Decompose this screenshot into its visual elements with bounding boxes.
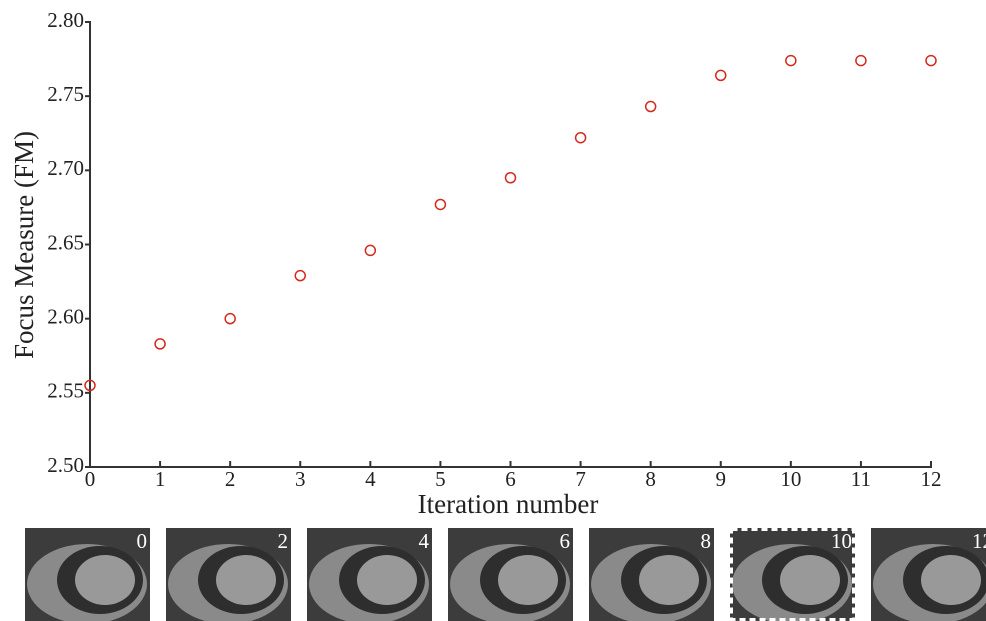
y-tick-label: 2.55 bbox=[47, 379, 84, 403]
thumbnail-inner bbox=[498, 555, 558, 605]
x-tick-label: 6 bbox=[505, 467, 516, 491]
point bbox=[504, 172, 517, 184]
x-tick-label: 12 bbox=[921, 467, 942, 491]
x-axis-label: Iteration number bbox=[418, 489, 599, 519]
point bbox=[84, 379, 96, 392]
thumbnail-inner bbox=[639, 555, 699, 605]
thumbnail-label: 6 bbox=[560, 529, 571, 553]
point bbox=[644, 100, 657, 113]
x-tick-label: 10 bbox=[780, 467, 801, 491]
thumbnail: 8 bbox=[589, 528, 714, 621]
point bbox=[925, 54, 937, 67]
x-tick-label: 0 bbox=[85, 467, 96, 491]
y-tick-label: 2.50 bbox=[47, 453, 84, 477]
y-tick-label: 2.60 bbox=[47, 304, 84, 328]
thumbnail: 2 bbox=[166, 528, 291, 621]
point bbox=[855, 54, 867, 67]
y-tick-label: 2.70 bbox=[47, 156, 84, 180]
point bbox=[364, 244, 377, 257]
point bbox=[154, 338, 166, 350]
thumbnail: 10 bbox=[730, 528, 855, 621]
x-tick-label: 4 bbox=[365, 467, 376, 491]
x-tick-label: 5 bbox=[435, 467, 446, 491]
y-tick-label: 2.65 bbox=[47, 230, 84, 254]
thumbnail-inner bbox=[216, 555, 276, 605]
point bbox=[434, 198, 447, 211]
x-tick-label: 7 bbox=[575, 467, 586, 491]
thumbnail-label: 10 bbox=[831, 529, 852, 553]
x-tick-label: 8 bbox=[645, 467, 656, 491]
thumbnail-inner bbox=[780, 555, 840, 605]
thumbnail-inner bbox=[357, 555, 417, 605]
x-tick-label: 9 bbox=[716, 467, 727, 491]
x-tick-label: 1 bbox=[155, 467, 166, 491]
y-axis-label: Focus Measure (FM) bbox=[9, 131, 39, 359]
thumbnail-inner bbox=[75, 555, 135, 605]
thumbnail: 12 bbox=[871, 528, 986, 621]
thumbnail-label: 4 bbox=[419, 529, 430, 553]
thumbnail-highlight bbox=[730, 528, 855, 621]
thumbnail: 0 bbox=[25, 528, 150, 621]
point bbox=[224, 312, 236, 325]
thumbnail-inner bbox=[921, 555, 981, 605]
x-tick-label: 2 bbox=[225, 467, 236, 491]
y-tick-label: 2.80 bbox=[47, 8, 84, 32]
thumbnail-label: 0 bbox=[137, 529, 148, 553]
point bbox=[294, 269, 306, 282]
thumbnail-label: 8 bbox=[701, 529, 712, 553]
point bbox=[785, 54, 797, 67]
point bbox=[574, 131, 587, 144]
thumbnail-label: 12 bbox=[972, 529, 986, 553]
thumbnail: 6 bbox=[448, 528, 573, 621]
x-tick-label: 3 bbox=[295, 467, 306, 491]
point bbox=[715, 69, 727, 82]
x-tick-label: 11 bbox=[851, 467, 871, 491]
thumbnail: 4 bbox=[307, 528, 432, 621]
thumbnail-label: 2 bbox=[278, 529, 289, 553]
y-tick-label: 2.75 bbox=[47, 82, 84, 106]
